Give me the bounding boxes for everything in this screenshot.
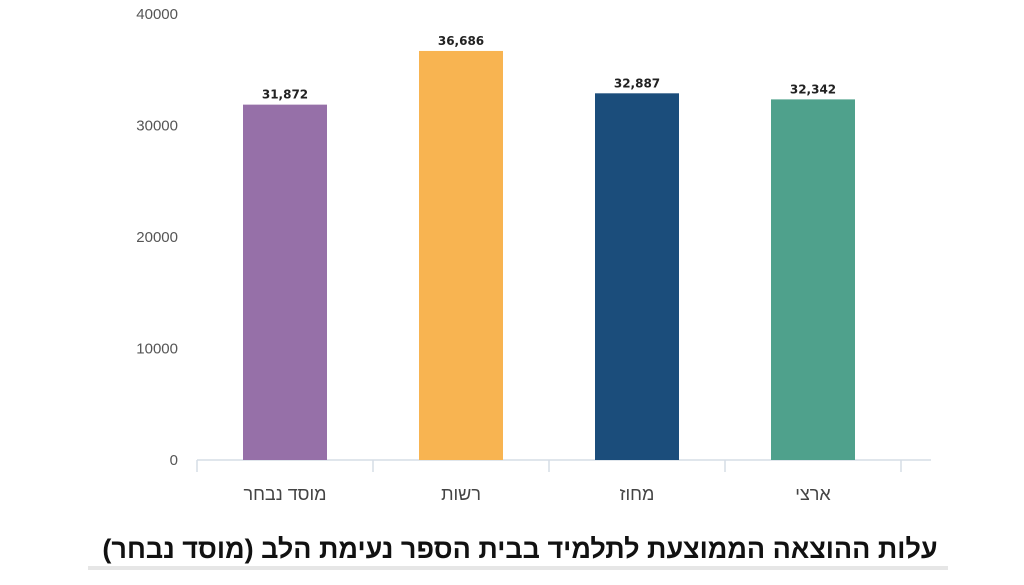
y-tick-label: 40000 [136,6,178,23]
title-underline [88,566,948,570]
data-label: 31,872 [262,88,308,102]
data-label: 32,887 [614,76,660,90]
bar-1 [419,50,503,460]
chart-title: עלות ההוצאה הממוצעת לתלמיד בבית הספר נעי… [102,534,938,564]
x-tick-label: מוסד נבחר [243,484,326,504]
x-tick-label: מחוז [620,484,655,504]
bar-2 [595,93,679,461]
x-tick-label: ארצי [795,484,831,504]
y-tick-label: 10000 [136,341,178,358]
bar-0 [243,104,327,460]
y-tick-label: 30000 [136,118,178,135]
y-tick-label: 0 [170,452,178,469]
x-tick-label: רשות [441,484,481,504]
y-tick-label: 20000 [136,229,178,246]
data-label: 32,342 [790,82,836,96]
bar-3 [771,99,855,460]
data-label: 36,686 [438,34,484,48]
